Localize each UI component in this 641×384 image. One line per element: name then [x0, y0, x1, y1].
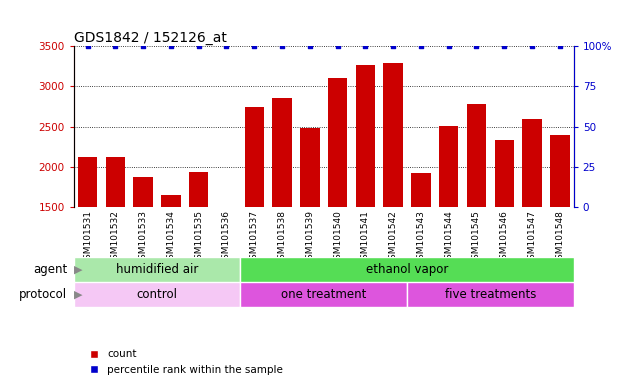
- Bar: [245, 106, 264, 328]
- Point: [166, 43, 176, 49]
- Bar: [328, 78, 347, 328]
- Point: [110, 43, 121, 49]
- Point: [249, 43, 260, 49]
- Point: [554, 43, 565, 49]
- Text: GSM101543: GSM101543: [417, 210, 426, 265]
- Point: [138, 43, 148, 49]
- Point: [471, 43, 481, 49]
- Bar: [300, 128, 319, 328]
- Text: GSM101533: GSM101533: [138, 210, 147, 265]
- Bar: [383, 63, 403, 328]
- Point: [83, 43, 93, 49]
- Text: GSM101541: GSM101541: [361, 210, 370, 265]
- Text: GSM101532: GSM101532: [111, 210, 120, 265]
- Text: humidified air: humidified air: [116, 263, 198, 276]
- Text: GSM101547: GSM101547: [528, 210, 537, 265]
- Point: [388, 43, 398, 49]
- Point: [194, 43, 204, 49]
- Text: GSM101544: GSM101544: [444, 210, 453, 265]
- Point: [221, 43, 231, 49]
- Bar: [240, 257, 574, 282]
- Text: agent: agent: [33, 263, 67, 276]
- Bar: [495, 140, 514, 328]
- Point: [304, 43, 315, 49]
- Text: GSM101548: GSM101548: [555, 210, 564, 265]
- Text: GSM101540: GSM101540: [333, 210, 342, 265]
- Bar: [106, 157, 125, 328]
- Text: ▶: ▶: [74, 290, 83, 300]
- Bar: [550, 135, 570, 328]
- Bar: [189, 172, 208, 328]
- Text: GDS1842 / 152126_at: GDS1842 / 152126_at: [74, 31, 226, 45]
- Legend: count, percentile rank within the sample: count, percentile rank within the sample: [79, 345, 287, 379]
- Text: GSM101537: GSM101537: [250, 210, 259, 265]
- Point: [527, 43, 537, 49]
- Bar: [272, 98, 292, 328]
- Bar: [162, 195, 181, 328]
- Point: [444, 43, 454, 49]
- Point: [416, 43, 426, 49]
- Bar: [74, 282, 240, 307]
- Point: [499, 43, 510, 49]
- Bar: [439, 126, 458, 328]
- Bar: [412, 173, 431, 328]
- Text: GSM101535: GSM101535: [194, 210, 203, 265]
- Text: GSM101538: GSM101538: [278, 210, 287, 265]
- Bar: [407, 282, 574, 307]
- Bar: [217, 207, 237, 328]
- Bar: [74, 257, 240, 282]
- Bar: [240, 282, 407, 307]
- Text: ▶: ▶: [74, 265, 83, 275]
- Text: GSM101536: GSM101536: [222, 210, 231, 265]
- Point: [333, 43, 343, 49]
- Text: one treatment: one treatment: [281, 288, 367, 301]
- Text: GSM101534: GSM101534: [167, 210, 176, 265]
- Bar: [78, 157, 97, 328]
- Text: five treatments: five treatments: [445, 288, 536, 301]
- Bar: [467, 104, 487, 328]
- Text: GSM101539: GSM101539: [305, 210, 314, 265]
- Text: control: control: [137, 288, 178, 301]
- Text: GSM101542: GSM101542: [388, 210, 397, 265]
- Bar: [133, 177, 153, 328]
- Text: GSM101546: GSM101546: [500, 210, 509, 265]
- Text: GSM101531: GSM101531: [83, 210, 92, 265]
- Text: GSM101545: GSM101545: [472, 210, 481, 265]
- Text: ethanol vapor: ethanol vapor: [366, 263, 448, 276]
- Point: [277, 43, 287, 49]
- Text: protocol: protocol: [19, 288, 67, 301]
- Point: [360, 43, 370, 49]
- Bar: [522, 119, 542, 328]
- Bar: [356, 65, 375, 328]
